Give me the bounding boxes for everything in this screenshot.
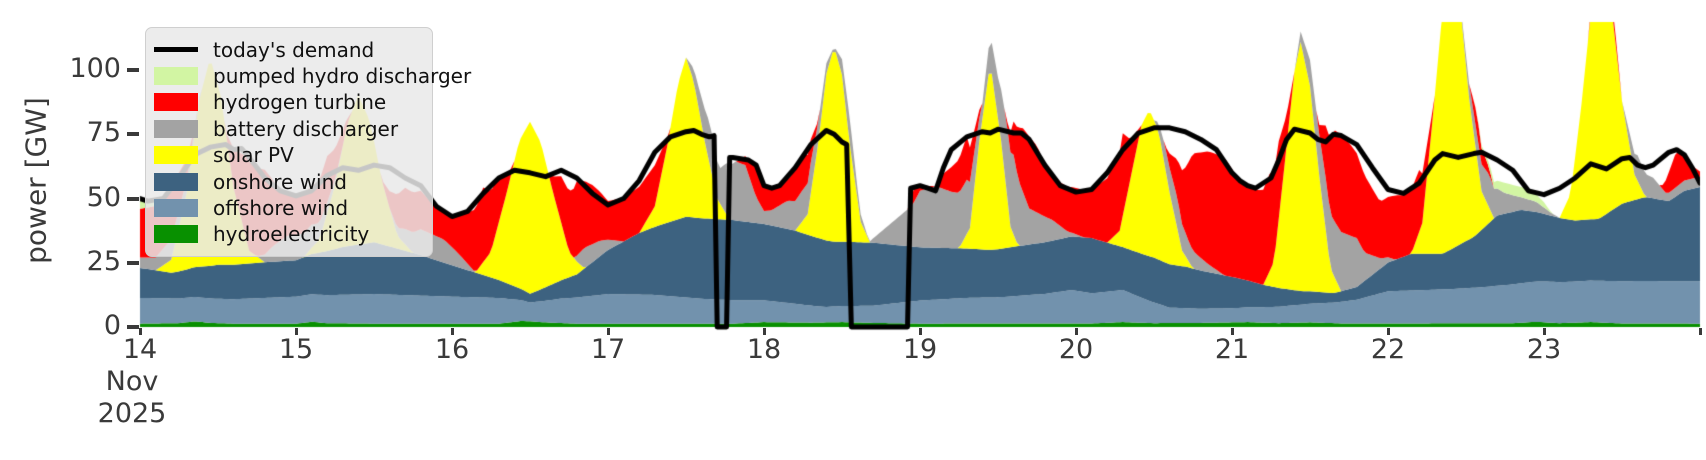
legend-label: solar PV xyxy=(213,143,294,168)
x-tick-mark xyxy=(138,328,142,335)
x-axis-month-label: Nov xyxy=(105,366,159,397)
x-tick-label: 22 xyxy=(1370,334,1406,365)
y-tick-label: 0 xyxy=(103,310,121,341)
x-tick-mark xyxy=(450,328,454,335)
x-tick-label: 14 xyxy=(122,334,158,365)
legend-item-solar-pv: solar PV xyxy=(154,143,422,168)
legend-item-battery-discharger: battery discharger xyxy=(154,116,422,141)
x-tick-label: 16 xyxy=(434,334,470,365)
x-tick-label: 21 xyxy=(1214,334,1250,365)
legend-label: onshore wind xyxy=(213,169,347,194)
legend-item-hydroelectricity: hydroelectricity xyxy=(154,222,422,247)
legend-line-swatch xyxy=(154,47,198,52)
x-tick-label: 20 xyxy=(1058,334,1094,365)
legend-color-swatch xyxy=(154,172,198,191)
legend-color-swatch xyxy=(154,119,198,138)
legend-label: today's demand xyxy=(213,37,375,62)
legend-color-swatch xyxy=(154,146,198,165)
legend: today's demand pumped hydro discharger hyd… xyxy=(145,27,471,257)
x-tick-label: 17 xyxy=(590,334,626,365)
x-axis-year-label: 2025 xyxy=(97,398,167,429)
x-tick-mark xyxy=(1386,328,1390,335)
y-tick-label: 25 xyxy=(86,245,121,277)
legend-label: hydroelectricity xyxy=(213,222,370,247)
x-tick-mark xyxy=(1698,328,1702,335)
x-tick-mark xyxy=(1230,328,1234,335)
x-tick-mark xyxy=(606,328,610,335)
y-tick-mark xyxy=(127,132,139,137)
x-tick-label: 23 xyxy=(1526,334,1562,365)
x-tick-mark xyxy=(1074,328,1078,335)
legend-item-hydrogen-turbine: hydrogen turbine xyxy=(154,90,422,115)
legend-label: hydrogen turbine xyxy=(213,90,387,115)
x-tick-label: 19 xyxy=(902,334,938,365)
legend-item-offshore-wind: offshore wind xyxy=(154,196,422,221)
legend-color-swatch xyxy=(154,199,198,218)
x-tick-label: 18 xyxy=(746,334,782,365)
legend-item-today-s-demand: today's demand xyxy=(154,37,422,62)
x-tick-mark xyxy=(762,328,766,335)
x-tick-mark xyxy=(918,328,922,335)
legend-item-onshore-wind: onshore wind xyxy=(154,169,422,194)
x-tick-mark xyxy=(294,328,298,335)
legend-color-swatch xyxy=(154,66,198,85)
legend-label: battery discharger xyxy=(213,116,399,141)
y-tick-mark xyxy=(127,68,139,73)
y-tick-mark xyxy=(127,260,139,265)
legend-color-swatch xyxy=(154,93,198,112)
y-tick-label: 100 xyxy=(69,53,121,85)
x-tick-mark xyxy=(1542,328,1546,335)
y-tick-mark xyxy=(127,196,139,201)
legend-label: offshore wind xyxy=(213,196,349,221)
y-tick-label: 50 xyxy=(86,181,121,213)
legend-color-swatch xyxy=(154,225,198,244)
legend-item-pumped-hydro-discharger: pumped hydro discharger xyxy=(154,63,471,88)
x-tick-label: 15 xyxy=(278,334,314,365)
y-tick-mark xyxy=(127,325,139,329)
y-tick-label: 75 xyxy=(86,117,121,149)
legend-label: pumped hydro discharger xyxy=(213,63,472,88)
